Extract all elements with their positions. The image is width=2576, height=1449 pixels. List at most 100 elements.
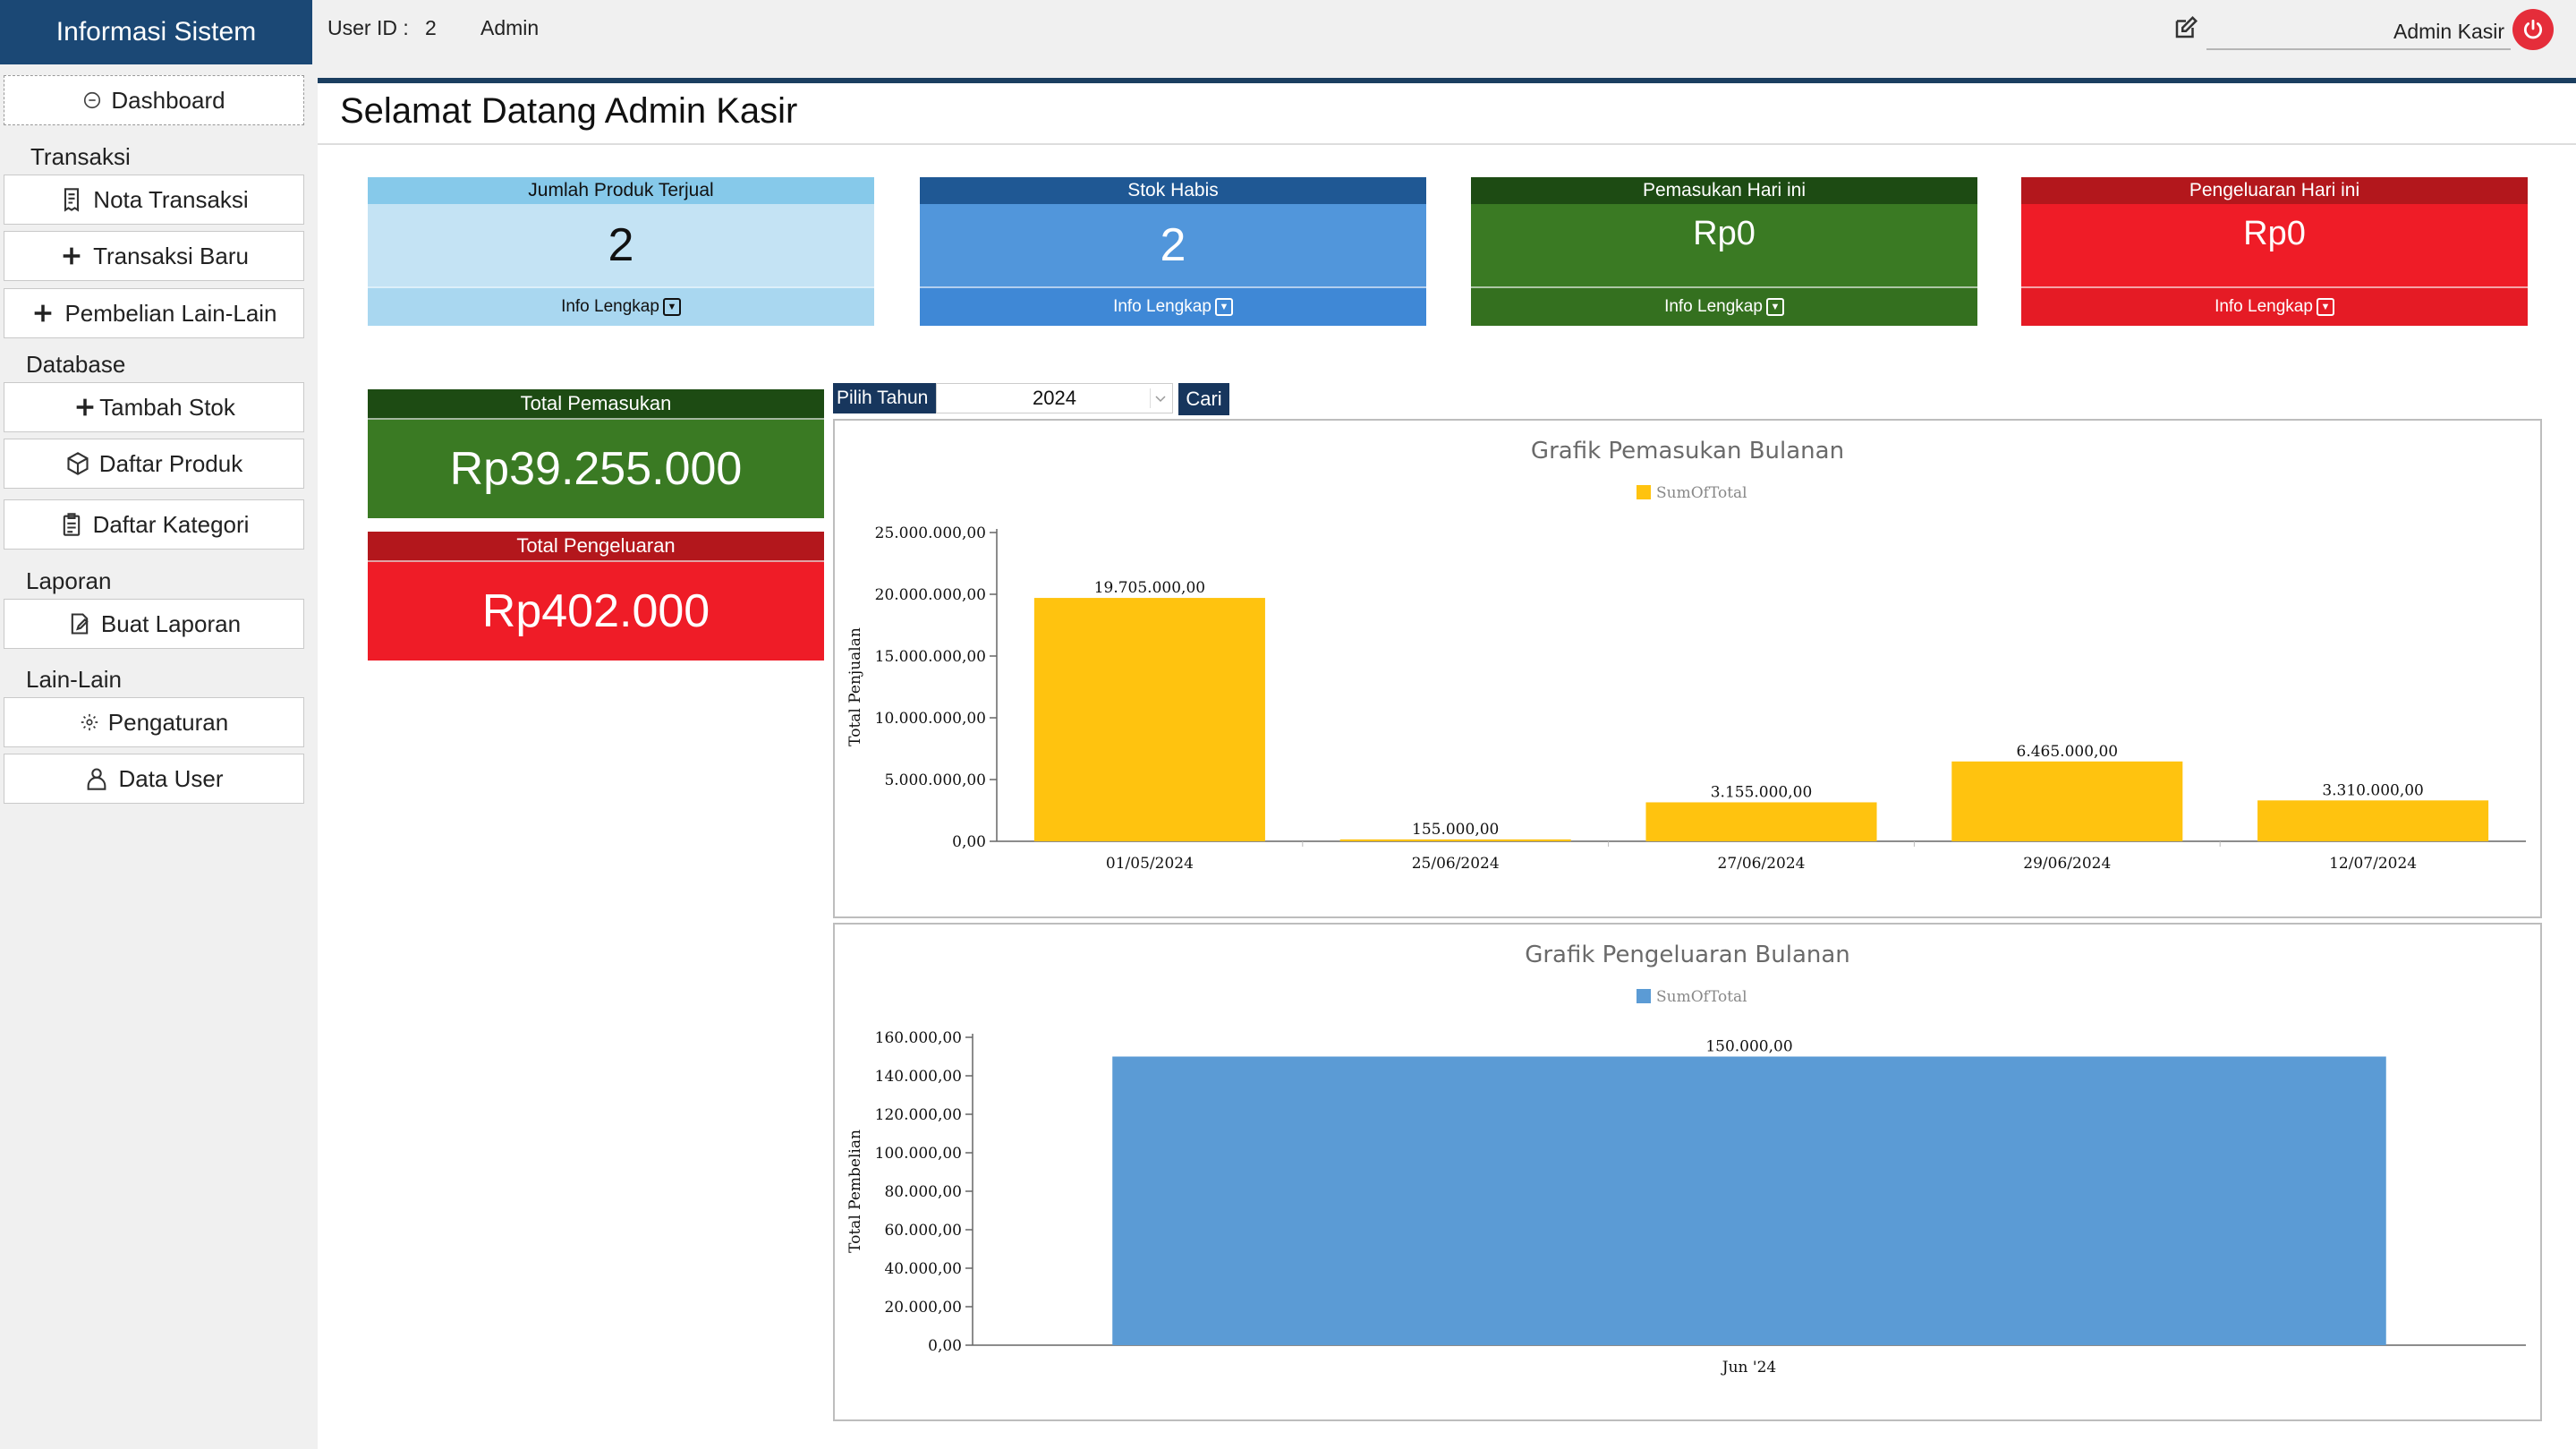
chevron-down-icon: ▼ — [1765, 298, 1784, 316]
bar — [1033, 598, 1265, 841]
page-title: Selamat Datang Admin Kasir — [340, 91, 798, 131]
sidebar-item-pengaturan[interactable]: Pengaturan — [4, 697, 304, 747]
total-pengeluaran-label: Total Pengeluaran — [368, 532, 824, 562]
user-name-underline — [2206, 48, 2511, 50]
sidebar-item-nota-transaksi[interactable]: Nota Transaksi — [4, 175, 304, 225]
chevron-down-icon: ▼ — [1214, 298, 1233, 316]
chart-title: Grafik Pengeluaran Bulanan — [1525, 942, 1850, 968]
clipboard-icon — [63, 513, 80, 536]
legend-label: SumOfTotal — [1656, 988, 1747, 1006]
card-info-label: Info Lengkap — [1664, 297, 1763, 316]
card-pemasukan-hari-ini: Pemasukan Hari ini Rp0 Info Lengkap ▼ — [1471, 177, 1977, 326]
logout-button[interactable] — [2512, 9, 2554, 50]
sidebar-item-dashboard[interactable]: Dashboard — [4, 75, 304, 125]
box-icon — [67, 452, 89, 475]
chevron-down-icon: ▼ — [2316, 298, 2334, 316]
data-label: 6.465.000,00 — [2017, 743, 2119, 761]
y-axis-label: Total Penjualan — [846, 627, 864, 746]
user-name: Admin Kasir — [2393, 20, 2504, 43]
user-role: Admin — [480, 16, 540, 39]
card-value: Rp0 — [1693, 215, 1756, 252]
dashboard-icon — [84, 91, 101, 109]
chart-title: Grafik Pemasukan Bulanan — [1531, 438, 1844, 465]
chart-svg: Grafik Pengeluaran Bulanan SumOfTotal 0,00… — [846, 942, 2526, 1377]
user-id-label: User ID : — [327, 16, 409, 39]
y-tick-label: 0,00 — [952, 833, 986, 851]
gear-icon — [81, 713, 98, 731]
sidebar-item-pembelian-lain[interactable]: Pembelian Lain-Lain — [4, 288, 304, 338]
card-info-label: Info Lengkap — [2215, 297, 2313, 316]
data-label: 19.705.000,00 — [1094, 579, 1205, 597]
bar — [1339, 839, 1571, 841]
card-title: Jumlah Produk Terjual — [368, 177, 874, 204]
card-stok-habis: Stok Habis 2 Info Lengkap ▼ — [920, 177, 1426, 326]
sidebar-item-label: Buat Laporan — [100, 609, 242, 637]
receipt-icon — [64, 188, 80, 212]
total-pemasukan-label: Total Pemasukan — [368, 389, 824, 420]
y-tick-label: 20.000,00 — [884, 1299, 962, 1317]
bar — [2257, 800, 2489, 841]
sidebar-item-tambah-stok[interactable]: Tambah Stok — [4, 382, 304, 432]
total-pemasukan-value: Rp39.255.000 — [449, 443, 743, 495]
edit-profile-icon[interactable] — [2172, 14, 2199, 41]
y-tick-label: 0,00 — [928, 1337, 962, 1355]
sidebar-item-buat-laporan[interactable]: Buat Laporan — [4, 599, 304, 649]
total-pengeluaran-panel: Total Pengeluaran Rp402.000 — [368, 532, 824, 661]
year-select[interactable]: 2024 — [936, 383, 1173, 413]
y-tick-label: 80.000,00 — [884, 1183, 962, 1201]
y-tick-label: 120.000,00 — [875, 1106, 962, 1124]
card-value: Rp0 — [2243, 215, 2306, 252]
legend-swatch — [1637, 989, 1651, 1003]
card-info-link[interactable]: Info Lengkap ▼ — [1471, 286, 1977, 326]
user-id-value: 2 — [425, 16, 437, 39]
sidebar-item-data-user[interactable]: Data User — [4, 754, 304, 804]
total-pemasukan-panel: Total Pemasukan Rp39.255.000 — [368, 389, 824, 518]
title-divider — [318, 143, 2576, 145]
card-pengeluaran-hari-ini: Pengeluaran Hari ini Rp0 Info Lengkap ▼ — [2021, 177, 2528, 326]
chevron-down-icon[interactable] — [1150, 388, 1169, 408]
search-button[interactable]: Cari — [1178, 383, 1229, 415]
sidebar-item-label: Transaksi Baru — [93, 242, 249, 269]
legend-label: SumOfTotal — [1656, 484, 1747, 502]
y-tick-label: 5.000.000,00 — [884, 771, 986, 789]
card-info-link[interactable]: Info Lengkap ▼ — [368, 286, 874, 326]
sidebar-item-daftar-kategori[interactable]: Daftar Kategori — [4, 499, 304, 550]
card-value: 2 — [608, 219, 634, 271]
sidebar-item-label: Pembelian Lain-Lain — [64, 299, 277, 327]
power-icon — [2523, 19, 2543, 39]
chart-pemasukan: Grafik Pemasukan Bulanan SumOfTotal 0,00 5.… — [833, 419, 2542, 918]
sidebar-item-label: Nota Transaksi — [93, 185, 249, 213]
user-icon — [88, 768, 106, 790]
section-laporan: Laporan — [26, 567, 112, 594]
card-info-link[interactable]: Info Lengkap ▼ — [2021, 286, 2528, 326]
y-tick-label: 60.000,00 — [884, 1222, 962, 1240]
sidebar-item-transaksi-baru[interactable]: Transaksi Baru — [4, 231, 304, 281]
data-label: 3.155.000,00 — [1711, 783, 1813, 801]
sidebar-item-daftar-produk[interactable]: Daftar Produk — [4, 439, 304, 489]
bar — [1112, 1056, 2386, 1345]
data-label: 150.000,00 — [1705, 1038, 1792, 1056]
y-tick-label: 20.000.000,00 — [875, 586, 986, 604]
chart-pengeluaran: Grafik Pengeluaran Bulanan SumOfTotal 0,00… — [833, 923, 2542, 1421]
sidebar-item-label: Dashboard — [111, 86, 225, 114]
y-tick-label: 160.000,00 — [875, 1029, 962, 1047]
y-axis-label: Total Pembelian — [846, 1129, 864, 1253]
section-transaksi: Transaksi — [30, 143, 131, 170]
y-tick-label: 40.000,00 — [884, 1260, 962, 1278]
y-tick-label: 15.000.000,00 — [875, 648, 986, 666]
bar — [1645, 802, 1877, 841]
y-tick-label: 100.000,00 — [875, 1145, 962, 1163]
y-tick-label: 140.000,00 — [875, 1068, 962, 1086]
card-info-link[interactable]: Info Lengkap ▼ — [920, 286, 1426, 326]
data-label: 155.000,00 — [1412, 821, 1499, 839]
section-lain-lain: Lain-Lain — [26, 666, 122, 693]
x-tick-label: 27/06/2024 — [1718, 855, 1806, 873]
chevron-down-icon: ▼ — [662, 298, 681, 316]
section-database: Database — [26, 351, 126, 378]
chart-svg: Grafik Pemasukan Bulanan SumOfTotal 0,00 5.… — [846, 438, 2526, 873]
top-bar — [312, 0, 2576, 64]
card-produk-terjual: Jumlah Produk Terjual 2 Info Lengkap ▼ — [368, 177, 874, 326]
card-title: Pemasukan Hari ini — [1471, 177, 1977, 204]
total-pengeluaran-value: Rp402.000 — [481, 585, 710, 637]
data-label: 3.310.000,00 — [2322, 781, 2424, 799]
